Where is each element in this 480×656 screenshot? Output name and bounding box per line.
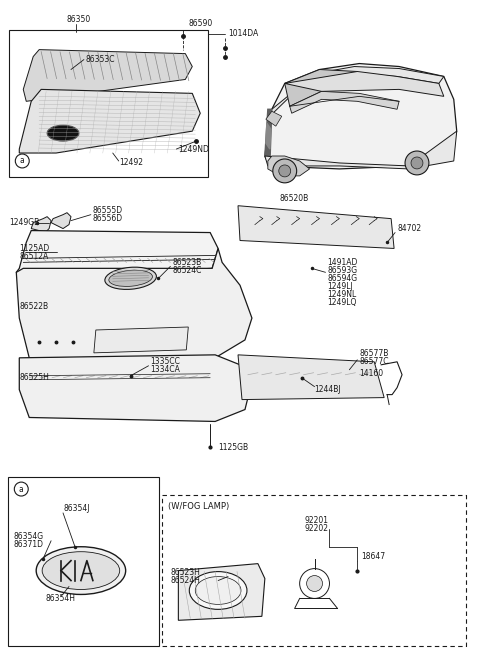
Text: 86593G: 86593G (327, 266, 358, 275)
Bar (9, 30, 208, 177)
Text: 86520B: 86520B (280, 194, 309, 203)
Ellipse shape (105, 267, 156, 289)
Text: 86577B: 86577B (360, 350, 389, 358)
Text: a: a (20, 157, 24, 165)
Polygon shape (268, 66, 444, 131)
Text: 1249LJ: 1249LJ (327, 281, 353, 291)
Text: 86555D: 86555D (93, 206, 123, 215)
Text: 1125AD: 1125AD (19, 244, 49, 253)
Text: 92202: 92202 (305, 524, 329, 533)
Polygon shape (23, 50, 192, 101)
Text: 86354G: 86354G (13, 532, 44, 541)
Text: 86523B: 86523B (172, 258, 202, 267)
Text: 12492: 12492 (119, 159, 143, 167)
Ellipse shape (36, 546, 126, 594)
Ellipse shape (109, 270, 153, 287)
Bar (162, 495, 466, 646)
Text: 1014DA: 1014DA (228, 30, 258, 38)
Polygon shape (265, 64, 457, 169)
Text: 1334CA: 1334CA (151, 365, 180, 375)
Circle shape (411, 157, 423, 169)
Text: 1125GB: 1125GB (218, 443, 248, 452)
Text: 86354H: 86354H (45, 594, 75, 603)
Polygon shape (285, 72, 444, 96)
Text: 86354J: 86354J (63, 504, 90, 514)
Polygon shape (285, 70, 357, 106)
Text: 1249ND: 1249ND (179, 144, 209, 154)
Polygon shape (265, 110, 272, 166)
Text: (W/FOG LAMP): (W/FOG LAMP) (168, 502, 229, 512)
Text: 86524H: 86524H (170, 576, 200, 585)
Text: 86522B: 86522B (19, 302, 48, 311)
Text: 86594G: 86594G (327, 274, 358, 283)
Text: 86524C: 86524C (172, 266, 202, 275)
Polygon shape (266, 112, 282, 126)
Polygon shape (290, 91, 399, 113)
Text: a: a (19, 485, 24, 493)
Text: 18647: 18647 (361, 552, 385, 561)
Text: 86512A: 86512A (19, 252, 48, 261)
Text: 86371D: 86371D (13, 541, 43, 549)
Circle shape (405, 151, 429, 175)
Text: 86556D: 86556D (93, 214, 123, 223)
Circle shape (273, 159, 297, 183)
Polygon shape (266, 123, 271, 149)
Polygon shape (19, 89, 200, 153)
Polygon shape (265, 131, 457, 169)
Polygon shape (31, 216, 51, 233)
Polygon shape (238, 206, 394, 249)
Text: 1249LQ: 1249LQ (327, 298, 357, 306)
Text: 86577C: 86577C (360, 358, 389, 366)
Text: 86523H: 86523H (170, 568, 200, 577)
Text: 14160: 14160 (360, 369, 384, 379)
Polygon shape (94, 327, 188, 353)
Text: 92201: 92201 (305, 516, 329, 525)
Text: 1335CC: 1335CC (151, 358, 180, 366)
Polygon shape (16, 249, 252, 358)
Text: 1249GB: 1249GB (9, 218, 39, 227)
Text: 84702: 84702 (397, 224, 421, 233)
Text: 1244BJ: 1244BJ (314, 385, 341, 394)
Ellipse shape (195, 577, 241, 604)
Circle shape (307, 575, 323, 592)
Polygon shape (16, 230, 218, 278)
Polygon shape (51, 213, 71, 228)
Bar (8, 477, 159, 646)
Ellipse shape (42, 552, 120, 590)
Text: 86353C: 86353C (86, 55, 115, 64)
Ellipse shape (47, 125, 79, 141)
Text: 86525H: 86525H (19, 373, 49, 382)
Text: 86350: 86350 (66, 15, 90, 24)
Ellipse shape (189, 571, 247, 609)
Polygon shape (179, 564, 265, 621)
Circle shape (279, 165, 291, 177)
Text: 1491AD: 1491AD (327, 258, 358, 267)
Polygon shape (19, 355, 252, 421)
Text: 86590: 86590 (188, 19, 213, 28)
Polygon shape (238, 355, 384, 400)
Text: 1249NL: 1249NL (327, 290, 357, 298)
Polygon shape (268, 156, 310, 176)
